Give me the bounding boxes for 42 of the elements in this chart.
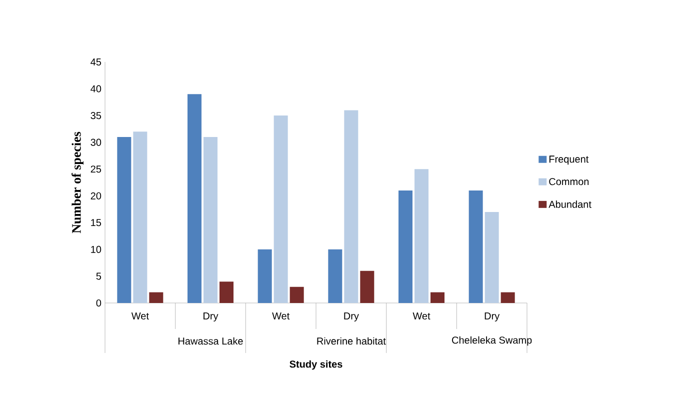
bar xyxy=(258,249,272,303)
bar xyxy=(188,94,202,303)
x-tick-label: Wet xyxy=(131,312,149,320)
y-tick-label: 20 xyxy=(90,192,102,200)
bar xyxy=(117,136,132,303)
text: Riverine habitat xyxy=(317,337,386,345)
bar xyxy=(220,282,234,303)
legend-label: Abundant xyxy=(548,200,592,208)
y-tick-label: 30 xyxy=(90,138,102,146)
y-tick-label: 45 xyxy=(90,58,102,66)
y-axis-title: Number of species xyxy=(72,132,84,234)
bar xyxy=(133,132,148,303)
legend-label: Common xyxy=(549,178,589,186)
text: Cheleleka Swamp xyxy=(452,336,532,346)
x-tick-label: Dry xyxy=(344,312,359,322)
x-axis-title: Study sites xyxy=(290,360,342,370)
bar xyxy=(328,249,342,303)
bar xyxy=(500,292,515,303)
bar xyxy=(149,292,164,303)
y-tick-label: 25 xyxy=(90,166,102,173)
x-tick-label: Dry xyxy=(484,312,500,322)
y-tick-label: 40 xyxy=(90,85,102,92)
bar xyxy=(290,286,304,303)
x-tick-label: Dry xyxy=(204,312,218,322)
bar xyxy=(344,110,358,303)
x-tick-label: Wet xyxy=(272,312,290,320)
bar xyxy=(430,292,444,303)
y-tick-label: 5 xyxy=(96,272,102,280)
y-tick-label: 0 xyxy=(96,299,102,307)
bar xyxy=(274,116,288,303)
text: Hawassa Lake xyxy=(178,337,243,345)
bar xyxy=(360,270,374,303)
bar xyxy=(468,190,483,303)
bar xyxy=(398,190,412,303)
y-tick-label: 10 xyxy=(91,246,102,253)
y-tick-label: 15 xyxy=(91,219,102,226)
x-tick-label: Wet xyxy=(412,312,430,320)
bar xyxy=(414,169,428,303)
bar xyxy=(484,212,499,303)
bar xyxy=(204,136,218,303)
legend-label: Frequent xyxy=(549,156,589,165)
y-tick-label: 35 xyxy=(90,112,102,120)
